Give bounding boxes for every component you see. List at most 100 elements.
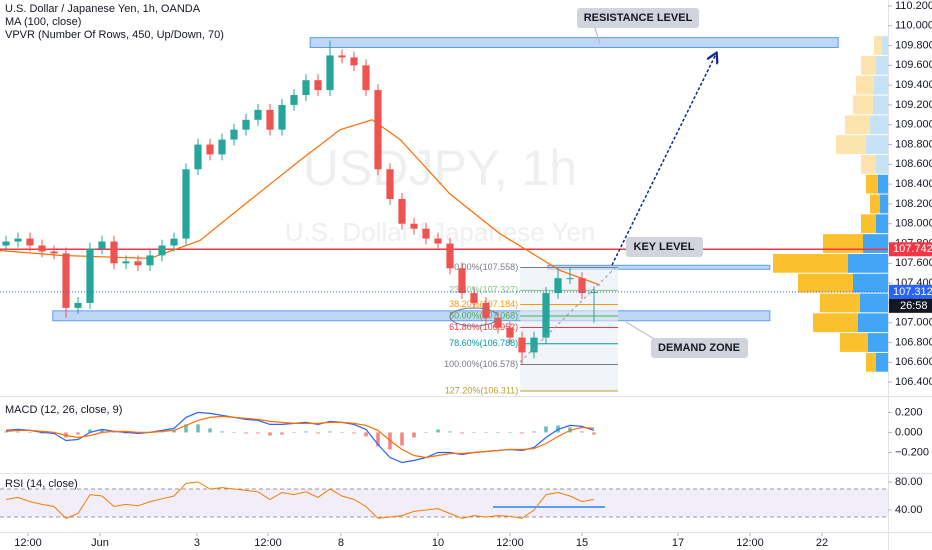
macd-histogram xyxy=(304,431,308,433)
y-tick-label: 110.200 xyxy=(895,0,932,12)
candle-body xyxy=(542,293,550,338)
profile-up xyxy=(866,135,888,154)
candle-body xyxy=(38,245,46,252)
candle-body xyxy=(26,238,34,246)
annotation: RESISTANCE LEVEL xyxy=(584,12,693,24)
macd-histogram xyxy=(400,432,404,446)
x-tick-label: 12:00 xyxy=(496,537,524,549)
macd-histogram xyxy=(436,429,440,433)
candle-body xyxy=(338,55,346,58)
macd-histogram xyxy=(100,429,104,433)
y-tick-label: 108.000 xyxy=(895,218,932,230)
macd-histogram xyxy=(508,432,512,433)
macd-histogram xyxy=(448,431,452,433)
pane-title: MACD (12, 26, close, 9) xyxy=(5,404,122,416)
macd-histogram xyxy=(460,432,464,434)
candle-body xyxy=(2,241,10,246)
y-tick-label: 109.400 xyxy=(895,79,932,91)
x-tick-label: 8 xyxy=(338,537,344,549)
macd-histogram xyxy=(496,432,500,433)
candle-body xyxy=(98,241,106,249)
candle-body xyxy=(374,90,382,170)
x-tick-label: 15 xyxy=(576,537,588,549)
profile-down xyxy=(820,293,860,313)
candle-body xyxy=(590,292,598,294)
fib-label: 61.80%(106.952) xyxy=(449,322,518,332)
candle-body xyxy=(206,144,214,155)
y-tick-label: 109.600 xyxy=(895,59,932,71)
annotation: DEMAND ZONE xyxy=(658,342,740,354)
price-tag xyxy=(889,284,932,299)
profile-up xyxy=(848,253,888,273)
candle-body xyxy=(134,261,142,266)
profile-up xyxy=(858,313,888,333)
macd-histogram xyxy=(376,432,380,447)
highlight-ellipse xyxy=(449,307,499,327)
candle-body xyxy=(362,65,370,91)
candle-body xyxy=(170,238,178,246)
macd-histogram xyxy=(4,431,8,433)
macd-histogram xyxy=(232,432,236,433)
candle-body xyxy=(554,278,562,294)
macd-histogram xyxy=(472,432,476,433)
x-tick-label: 3 xyxy=(194,537,200,549)
profile-down xyxy=(866,174,878,194)
macd-histogram xyxy=(280,432,284,435)
profile-down xyxy=(813,313,858,333)
y-tick-label: 110.000 xyxy=(895,20,932,32)
profile-up xyxy=(882,36,888,55)
candle-body xyxy=(494,317,502,328)
macd-histogram xyxy=(592,432,596,435)
profile-down xyxy=(856,75,874,95)
fib-label: 23.60%(107.327) xyxy=(449,285,518,295)
macd-histogram xyxy=(112,432,116,433)
pane-title: RSI (14, close) xyxy=(5,478,78,490)
macd-histogram xyxy=(352,432,356,434)
x-tick-label: Jun xyxy=(91,537,109,549)
macd-histogram xyxy=(268,432,272,436)
y-tick-label: 106.600 xyxy=(895,356,932,368)
x-tick-label: 12:00 xyxy=(736,537,764,549)
macd-histogram xyxy=(412,432,416,438)
x-tick-label: 17 xyxy=(672,537,684,549)
macd-histogram xyxy=(292,432,296,433)
x-tick-label: 10 xyxy=(432,537,444,549)
macd-histogram xyxy=(328,431,332,433)
candle-body xyxy=(530,337,538,353)
profile-down xyxy=(853,95,873,115)
profile-down xyxy=(840,333,868,352)
candle-body xyxy=(50,251,58,254)
candle-body xyxy=(110,241,118,264)
candle-body xyxy=(86,248,94,303)
fib-label: 100.00%(106.578) xyxy=(444,359,518,369)
x-tick-label: 22 xyxy=(816,537,828,549)
macd-histogram xyxy=(220,431,224,433)
macd-histogram xyxy=(244,432,248,434)
price-tag-label: 107.742 xyxy=(893,243,932,255)
profile-down xyxy=(823,234,863,253)
candle-body xyxy=(470,293,478,303)
profile-down xyxy=(845,115,870,135)
y-tick-label: 40.00 xyxy=(895,504,923,516)
candle-body xyxy=(242,119,250,130)
macd-histogram xyxy=(256,432,260,434)
zone xyxy=(52,310,771,322)
candle-body xyxy=(230,129,238,140)
candle-body xyxy=(314,80,322,91)
candle-body xyxy=(578,278,586,294)
candle-body xyxy=(302,80,310,96)
macd-histogram xyxy=(364,432,368,437)
candle-body xyxy=(482,302,490,318)
profile-down xyxy=(861,214,876,234)
candle-body xyxy=(350,57,358,66)
profile-down xyxy=(866,352,876,372)
countdown-tag xyxy=(889,298,932,313)
candle-body xyxy=(446,243,454,269)
macd-histogram xyxy=(16,431,20,433)
y-tick-label: 0.200 xyxy=(895,406,923,418)
candle-body xyxy=(386,169,394,199)
profile-up xyxy=(876,154,888,174)
candle-body xyxy=(290,95,298,105)
